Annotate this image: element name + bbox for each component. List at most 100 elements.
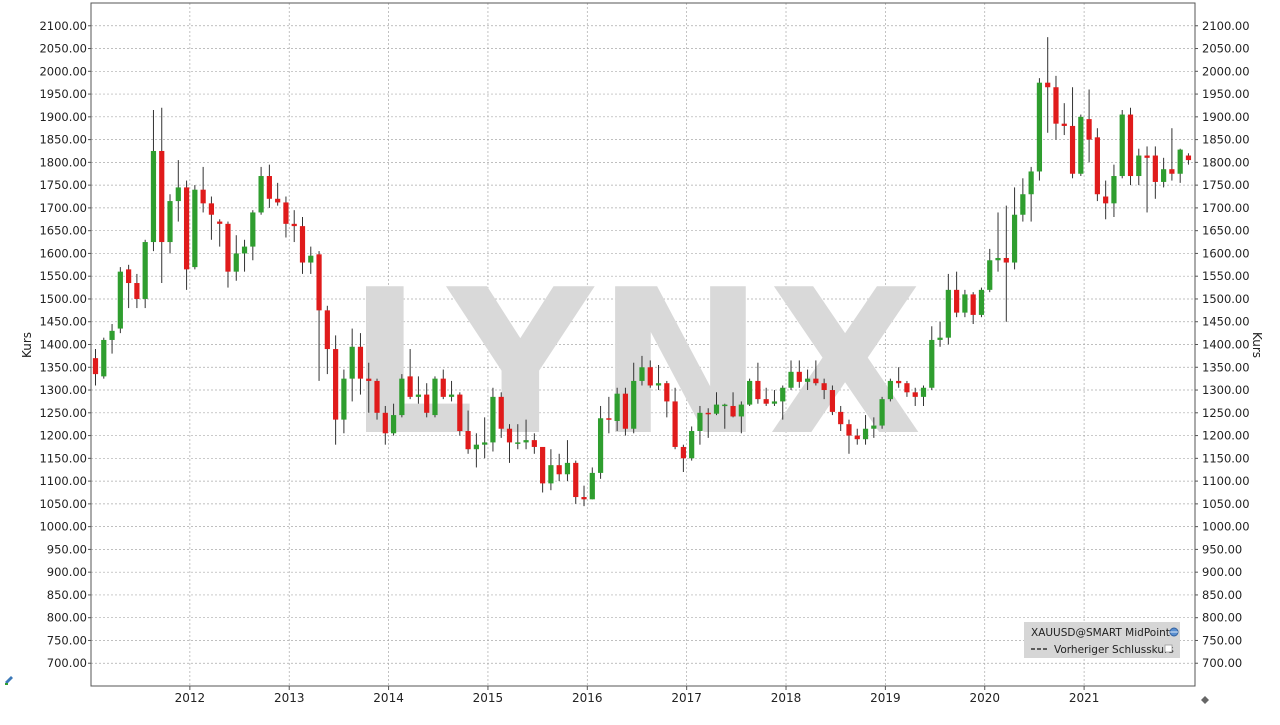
candle-body bbox=[1094, 137, 1100, 195]
y-tick-label: 1850.00 bbox=[39, 133, 87, 147]
candle bbox=[581, 485, 587, 507]
candle-body bbox=[159, 150, 165, 243]
candle bbox=[1036, 78, 1043, 181]
candle bbox=[1045, 37, 1051, 133]
candle bbox=[415, 376, 422, 404]
y-tick-label-right: 1050.00 bbox=[1202, 497, 1250, 511]
candle bbox=[200, 166, 206, 213]
y-tick-label-right: 800.00 bbox=[1202, 611, 1242, 625]
candle-body bbox=[846, 424, 852, 436]
y-tick-label: 950.00 bbox=[47, 542, 87, 556]
candle bbox=[1061, 103, 1067, 136]
y-tick-label: 1000.00 bbox=[39, 520, 87, 534]
candle-body bbox=[1152, 155, 1158, 182]
candle bbox=[1111, 164, 1117, 218]
candle bbox=[1144, 146, 1150, 213]
candle bbox=[432, 376, 438, 418]
candle bbox=[614, 387, 620, 432]
candle bbox=[341, 369, 347, 434]
candle bbox=[159, 107, 165, 284]
candle bbox=[506, 424, 513, 463]
candle bbox=[1053, 75, 1059, 140]
candle-body bbox=[1020, 194, 1026, 215]
candle bbox=[631, 362, 637, 434]
candle-body bbox=[399, 378, 405, 416]
previous-close-checkbox[interactable] bbox=[1164, 644, 1173, 653]
candle bbox=[548, 449, 554, 491]
candle bbox=[978, 287, 985, 318]
candle bbox=[266, 164, 272, 208]
y-tick-label: 1150.00 bbox=[39, 451, 87, 465]
candle-body bbox=[1185, 155, 1192, 161]
candle-body bbox=[1036, 82, 1043, 172]
candle-body bbox=[506, 428, 513, 443]
candle-body bbox=[962, 294, 968, 313]
scroll-handle-icon[interactable] bbox=[1201, 696, 1209, 704]
candle-body bbox=[689, 431, 695, 459]
candle-body bbox=[763, 399, 769, 404]
y-tick-label: 1350.00 bbox=[39, 360, 87, 374]
candle bbox=[275, 182, 281, 206]
candle-body bbox=[465, 431, 471, 450]
candle bbox=[374, 378, 380, 420]
pencil-tool-icon[interactable] bbox=[5, 676, 13, 685]
candle bbox=[357, 333, 364, 395]
candle bbox=[399, 374, 405, 418]
candle bbox=[440, 369, 446, 400]
candle-body bbox=[1161, 169, 1167, 182]
candle-body bbox=[283, 202, 289, 224]
candle-body bbox=[1169, 169, 1175, 174]
x-tick-label: 2017 bbox=[671, 691, 702, 705]
candle-body bbox=[680, 446, 686, 459]
candle bbox=[896, 367, 902, 388]
y-tick-label: 1550.00 bbox=[39, 269, 87, 283]
candle bbox=[1152, 146, 1158, 199]
candle-body bbox=[838, 411, 844, 425]
candle-body bbox=[672, 401, 678, 447]
candle bbox=[705, 408, 711, 438]
legend[interactable]: XAUUSD@SMART MidPoint Vorheriger Schluss… bbox=[1024, 622, 1180, 658]
candle bbox=[680, 444, 686, 472]
candle-body bbox=[523, 440, 529, 443]
candle bbox=[1127, 107, 1134, 186]
candle bbox=[622, 387, 629, 436]
candle-body bbox=[862, 428, 869, 440]
candle-body bbox=[432, 378, 438, 416]
candle-body bbox=[233, 253, 239, 272]
candle-body bbox=[722, 404, 728, 407]
candle-body bbox=[804, 378, 811, 382]
candle bbox=[92, 349, 99, 386]
candle-body bbox=[316, 254, 322, 311]
candle bbox=[920, 385, 927, 406]
x-tick-label: 2016 bbox=[572, 691, 603, 705]
candle bbox=[1069, 87, 1076, 179]
candle-body bbox=[655, 383, 662, 386]
candle-body bbox=[333, 349, 339, 420]
candle-body bbox=[1069, 125, 1076, 174]
candle bbox=[713, 392, 720, 416]
candle bbox=[962, 289, 968, 318]
candle-body bbox=[813, 378, 819, 384]
candle bbox=[349, 328, 355, 402]
candles bbox=[92, 37, 1192, 507]
candle-body bbox=[540, 446, 546, 484]
candle-body bbox=[208, 203, 215, 215]
candle-body bbox=[299, 226, 306, 263]
globe-icon[interactable] bbox=[1169, 627, 1179, 637]
candle-body bbox=[771, 401, 778, 404]
candle bbox=[448, 380, 455, 402]
y-tick-label-right: 1350.00 bbox=[1202, 360, 1250, 374]
candle bbox=[208, 196, 215, 240]
y-tick-label-right: 1800.00 bbox=[1202, 155, 1250, 169]
y-tick-label: 700.00 bbox=[47, 656, 87, 670]
candle bbox=[871, 417, 877, 438]
candle-body bbox=[366, 378, 372, 381]
candle bbox=[101, 337, 107, 379]
candle-body bbox=[341, 378, 347, 420]
candle bbox=[523, 419, 529, 450]
y-tick-label: 1900.00 bbox=[39, 110, 87, 124]
candle bbox=[175, 160, 181, 222]
candle bbox=[887, 378, 893, 402]
candle-body bbox=[448, 394, 455, 397]
